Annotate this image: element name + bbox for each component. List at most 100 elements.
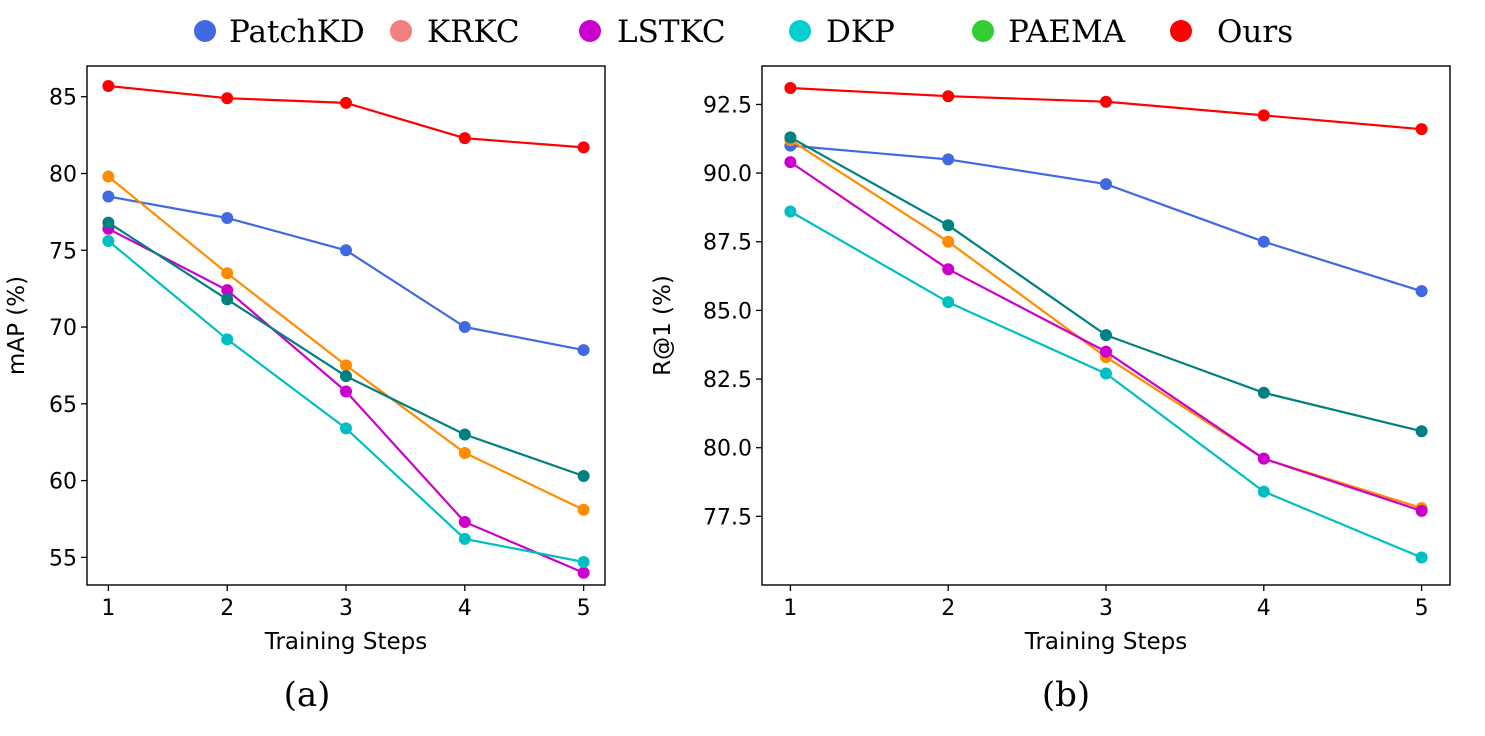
legend-marker-lstkc [579,20,601,42]
x-axis-label-b: Training Steps [1024,629,1187,655]
point-dkp-a-step-2 [221,333,234,346]
point-patchkd-a-step-3 [340,244,352,257]
point-lstkc-a-step-2 [221,284,234,297]
point-dkp-b-step-4 [1257,485,1270,498]
line-krkc-a [107,175,585,511]
point-krkc-a-step-5 [577,503,590,516]
point-ours-b-step-1 [784,81,797,94]
series-dkp-b [784,205,1428,564]
point-paema-a-step-1 [102,216,115,229]
line-ours-a [108,84,584,149]
point-patchkd-a-step-4 [458,321,471,334]
series-krkc-a [102,170,590,516]
x-tick-label-a-1: 1 [101,596,115,621]
series-ours-b [784,81,1428,136]
plot-frame-b [761,65,1451,586]
series-patchkd-a [102,190,590,357]
x-tick-label-a-5: 5 [577,596,591,621]
line-lstkc-a [107,227,585,574]
y-tick-label-b-90-0: 90.0 [703,162,752,187]
point-dkp-a-step-5 [577,555,590,568]
point-paema-a-step-4 [458,428,471,441]
line-dkp-b [789,210,1423,559]
legend-item-lstkc: LSTKC [579,14,726,50]
series-patchkd-b [784,139,1428,298]
series-paema-b [784,131,1428,438]
point-lstkc-a-step-5 [577,566,590,579]
point-krkc-a-step-1 [102,170,115,183]
legend-item-ours: Ours [1170,14,1293,50]
point-patchkd-b-step-3 [1100,178,1112,191]
y-tick-label-a-65: 65 [49,393,77,418]
x-tick-label-a-4: 4 [458,596,472,621]
y-tick-label-b-77-5: 77.5 [703,505,752,530]
y-tick-label-a-85: 85 [49,86,77,111]
point-krkc-a-step-2 [221,267,234,280]
line-ours-b [790,86,1422,131]
point-paema-a-step-3 [340,370,352,383]
point-patchkd-b-step-4 [1257,235,1270,248]
line-krkc-b [789,139,1422,510]
y-tick-label-b-92-5: 92.5 [703,93,752,118]
line-paema-a [107,221,584,478]
point-krkc-b-step-2 [942,235,955,248]
point-ours-a-step-5 [577,141,590,154]
series-ours-a [102,79,590,154]
y-tick-label-b-80-0: 80.0 [703,437,752,462]
legend-item-patchkd: PatchKD [194,14,365,50]
point-ours-a-step-2 [221,92,234,105]
x-axis-label-a: Training Steps [264,629,427,655]
y-tick-label-a-75: 75 [49,239,77,264]
legend-label-paema: PAEMA [1008,14,1126,50]
point-dkp-b-step-1 [784,205,797,218]
y-tick-label-b-87-5: 87.5 [703,231,752,256]
point-lstkc-a-step-4 [458,516,471,529]
legend-marker-dkp [789,20,811,42]
x-tick-label-b-2: 2 [941,596,955,621]
point-ours-a-step-1 [102,79,115,92]
y-tick-label-a-80: 80 [49,162,77,187]
legend-marker-krkc [390,20,412,42]
point-lstkc-a-step-3 [340,385,352,398]
x-tick-label-a-2: 2 [220,596,234,621]
legend-label-patchkd: PatchKD [229,14,365,50]
point-patchkd-a-step-1 [102,190,115,203]
point-patchkd-b-step-5 [1415,285,1428,298]
legend-marker-paema [972,20,994,42]
x-tick-label-b-1: 1 [783,596,797,621]
y-axis-label-a: mAP (%) [4,276,30,375]
point-patchkd-a-step-2 [221,212,234,225]
point-krkc-a-step-3 [340,359,352,372]
point-paema-b-step-2 [942,219,955,232]
line-patchkd-a [108,195,584,352]
point-dkp-b-step-5 [1415,551,1428,564]
point-patchkd-a-step-5 [577,344,590,357]
legend: PatchKD KRKC LSTKC DKP PAEMA Ours [194,14,1293,50]
point-patchkd-b-step-2 [942,153,955,166]
y-tick-label-b-82-5: 82.5 [703,368,752,393]
series-paema-a [102,216,590,482]
y-tick-label-a-55: 55 [49,546,77,571]
legend-item-paema: PAEMA [972,14,1126,50]
point-lstkc-b-step-4 [1257,452,1270,465]
point-krkc-a-step-4 [458,446,471,459]
x-tick-label-a-3: 3 [339,596,353,621]
point-ours-b-step-5 [1415,123,1428,136]
point-paema-b-step-4 [1257,386,1270,399]
point-dkp-a-step-1 [102,235,115,248]
point-lstkc-b-step-2 [942,263,955,276]
legend-marker-ours [1170,20,1192,42]
legend-label-krkc: KRKC [427,14,520,50]
series-krkc-b [784,134,1428,515]
series-dkp-a [102,235,590,568]
point-dkp-b-step-3 [1100,367,1112,380]
legend-label-ours: Ours [1217,14,1293,50]
legend-item-krkc: KRKC [390,14,520,50]
y-tick-label-a-60: 60 [49,470,77,495]
point-paema-b-step-5 [1415,425,1428,438]
legend-label-dkp: DKP [826,14,895,50]
y-axis-label-b: R@1 (%) [650,275,676,376]
point-lstkc-b-step-5 [1415,504,1428,517]
point-paema-b-step-3 [1100,329,1112,342]
